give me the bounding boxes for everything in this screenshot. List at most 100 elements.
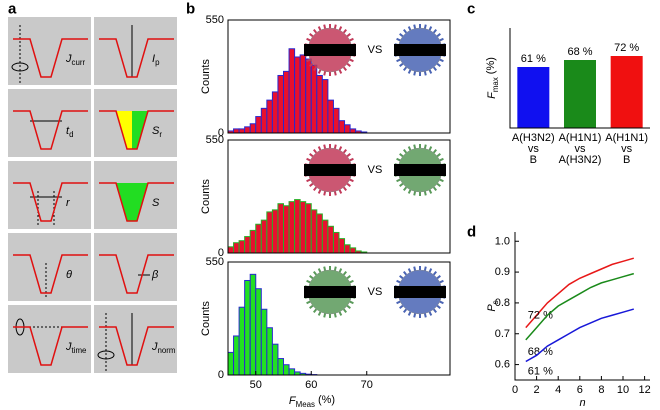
spike [317,311,322,316]
label-box [394,164,446,176]
spike [399,62,404,67]
spike [428,146,433,151]
spike [313,186,318,191]
bar [283,364,290,376]
x-axis-label-sub: Meas [296,399,315,408]
spike [439,279,444,284]
y-axis-label-symbol: F [486,91,498,99]
cell-label-symbol: I [152,53,155,65]
x-tick-label: B [530,154,537,166]
bar [277,203,285,254]
y-tick-label: 0.7 [495,328,510,340]
spike [439,37,444,42]
y-tick-label: 0 [218,369,224,381]
spike [346,304,351,309]
x-tick-label: 6 [577,384,583,396]
value-label: 61 % [521,53,546,65]
cell-label: Ip [152,53,160,66]
bar [233,128,240,134]
panel-label: b [186,1,195,18]
spike [309,304,314,309]
spike [423,191,427,196]
strain-label: B [416,286,423,298]
x-tick-label: 2 [534,384,540,396]
spike [439,58,444,63]
bar [305,58,312,134]
bar [249,273,257,376]
spike [333,24,337,29]
bar [260,308,268,376]
cell [8,233,91,301]
x-axis-label-unit: (%) [318,394,335,406]
spike [309,182,314,187]
bar [288,48,296,134]
spike [346,33,351,38]
spike [396,58,401,63]
spike [432,149,437,154]
spike [309,33,314,38]
bar [344,244,351,254]
series-line [525,308,635,363]
bar [238,128,246,134]
y-tick-label: 1.0 [495,235,510,247]
cell-label: θ [66,269,72,281]
panel-label: a [8,1,17,18]
spike [403,271,408,276]
y-tick-label: 0 [218,127,224,139]
spike [333,191,337,196]
spike [349,300,354,305]
cell-label-symbol: J [151,341,158,353]
spike [309,153,314,158]
strain-label: A(H1N1) [309,164,352,176]
spike [432,271,437,276]
spike [346,275,351,280]
bar [288,368,296,376]
bar [249,229,257,254]
bar [299,54,307,134]
rotation-arrow [11,62,29,72]
strain-label: A(H3N2) [399,164,442,176]
bar [321,219,329,254]
spike [342,308,347,313]
bar [344,124,351,134]
spike [317,26,322,31]
strain-label: A(H1N1) [309,44,352,56]
pulse-shape [13,38,88,78]
y-tick-label: 550 [206,14,224,26]
cell-label: β [151,269,159,281]
label-box [304,44,356,56]
bar [238,240,246,254]
spike [428,311,433,316]
cell [8,17,91,85]
spike [428,69,433,74]
spike [407,189,412,194]
y-axis-label-sub: s [490,300,499,304]
spike [338,146,343,151]
bar [288,201,296,254]
spike [407,146,412,151]
y-axis-label: Counts [200,301,212,336]
bar [283,205,290,254]
spike [428,26,433,31]
x-tick-label: A(H1N1) [605,132,648,144]
spike [436,182,441,187]
spike [346,62,351,67]
label-box [394,44,446,56]
x-tick-label: vs [528,143,540,155]
bar [271,91,279,134]
cell-label: Jtime [65,341,87,354]
spike [317,146,322,151]
cell-label: S [152,197,160,209]
area-fill [132,111,148,149]
bar [255,116,262,134]
cell-decoration [116,183,148,221]
spike [346,182,351,187]
spike [323,266,327,271]
pulse-shape [13,110,88,150]
spike [313,308,318,313]
label-box [304,286,356,298]
label-box [394,286,446,298]
spike [436,304,441,309]
x-tick-label: A(H3N2) [512,132,555,144]
